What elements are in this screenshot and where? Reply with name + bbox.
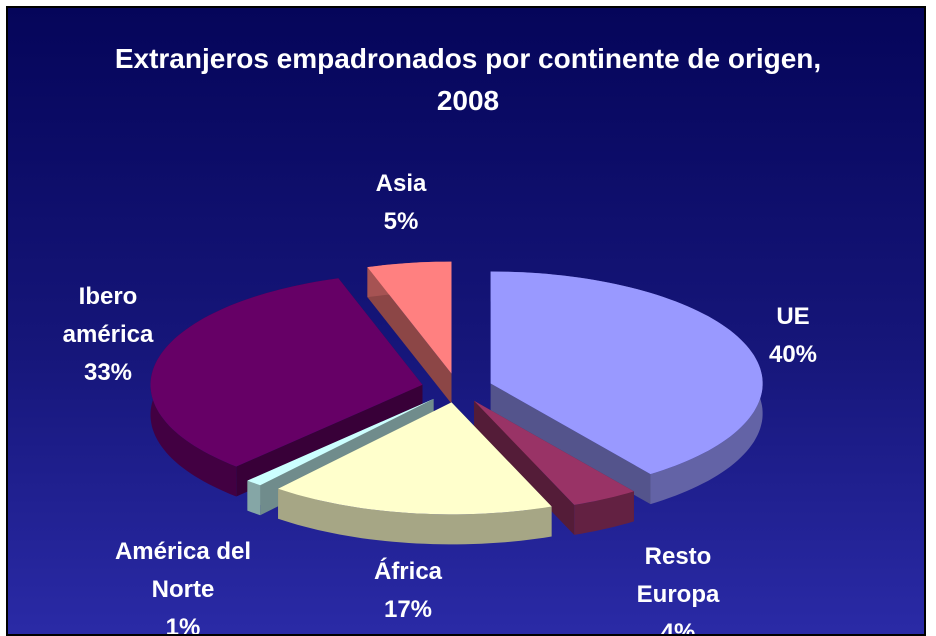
category-label: Resto Europa — [636, 543, 720, 608]
value-label: 1% — [165, 614, 201, 636]
data-label: África 17% — [348, 553, 468, 629]
slice-wall — [474, 400, 575, 535]
slice-side — [278, 488, 552, 545]
data-label: Asia 5% — [356, 165, 446, 241]
slice-wall — [367, 267, 452, 404]
value-label: 17% — [383, 596, 433, 623]
slice — [367, 261, 452, 374]
category-label: Asia — [375, 170, 427, 197]
data-label: América del Norte 1% — [96, 533, 271, 636]
category-label: Ibero américa — [62, 283, 154, 348]
data-label: UE 40% — [748, 298, 838, 374]
category-label: África — [373, 558, 443, 585]
pie-area — [150, 261, 763, 545]
slice — [490, 271, 763, 475]
slice-wall — [490, 383, 651, 505]
category-label: América del Norte — [114, 538, 252, 603]
chart-title: Extranjeros empadronados por continente … — [114, 43, 822, 116]
slice — [474, 400, 634, 505]
chart: Extranjeros empadronados por continente … — [6, 6, 926, 636]
slice-side — [574, 491, 634, 535]
value-label: 40% — [768, 341, 818, 368]
category-label: UE — [776, 303, 810, 330]
value-label: 4% — [660, 619, 696, 636]
slice — [278, 402, 552, 515]
slice — [150, 278, 423, 467]
data-label: Resto Europa 4% — [618, 538, 738, 636]
slice — [247, 398, 434, 486]
data-label: Ibero américa 33% — [48, 278, 168, 392]
value-label: 5% — [383, 208, 419, 235]
slice-side — [247, 480, 261, 516]
value-label: 33% — [83, 359, 133, 386]
